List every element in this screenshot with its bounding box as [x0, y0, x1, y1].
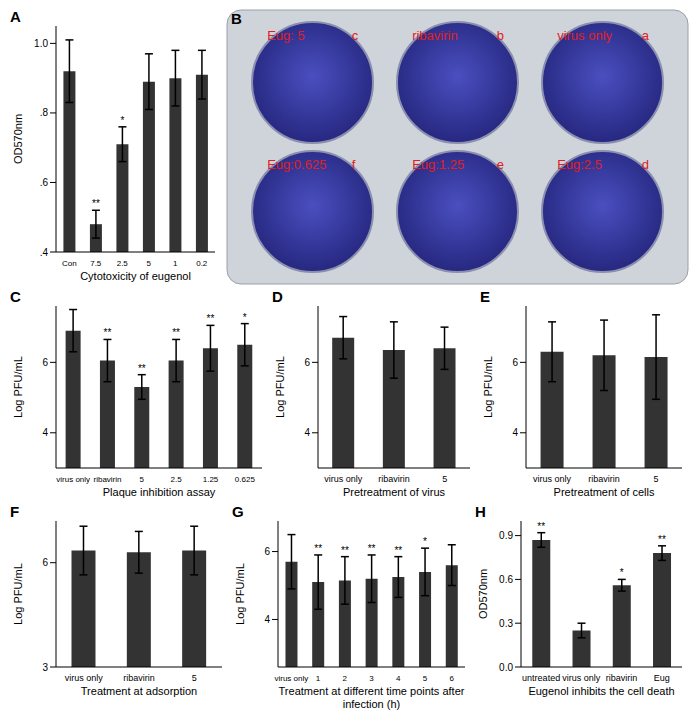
svg-text:5: 5: [653, 474, 658, 484]
svg-text:Log PFU/mL: Log PFU/mL: [482, 356, 494, 418]
svg-text:6: 6: [264, 546, 270, 557]
svg-text:**: **: [537, 521, 545, 532]
svg-text:6: 6: [42, 557, 48, 568]
svg-text:OD570nm: OD570nm: [477, 569, 489, 619]
svg-text:4: 4: [512, 427, 518, 438]
svg-text:c: c: [352, 28, 359, 43]
svg-text:3: 3: [42, 662, 48, 673]
svg-text:5: 5: [192, 673, 197, 683]
svg-text:virus only: virus only: [65, 673, 104, 683]
svg-text:Eug:2.5: Eug:2.5: [557, 157, 602, 172]
html-text:Cytotoxicity of eugenol: Cytotoxicity of eugenol: [80, 270, 191, 282]
svg-text:5: 5: [442, 474, 447, 484]
svg-text:0.625: 0.625: [235, 475, 256, 484]
svg-text:7.5: 7.5: [90, 259, 102, 268]
svg-text:**: **: [368, 543, 376, 554]
svg-text:virus only: virus only: [533, 474, 572, 484]
svg-text:virus only: virus only: [562, 673, 601, 683]
svg-text:ribavirin: ribavirin: [606, 673, 638, 683]
svg-text:**: **: [207, 313, 215, 324]
svg-text:3: 3: [369, 674, 374, 683]
svg-text:0.3: 0.3: [499, 618, 513, 629]
svg-text:b: b: [497, 28, 504, 43]
svg-text:1.25: 1.25: [203, 475, 219, 484]
svg-text:ribavirin: ribavirin: [93, 475, 121, 484]
svg-text:**: **: [92, 198, 100, 209]
svg-text:2.5: 2.5: [117, 259, 129, 268]
svg-text:OD570nm: OD570nm: [12, 114, 24, 164]
svg-text:2: 2: [343, 674, 348, 683]
svg-text:virus only: virus only: [557, 28, 612, 43]
html-text:G: G: [232, 503, 244, 520]
svg-text:5: 5: [140, 475, 145, 484]
svg-text:**: **: [394, 545, 402, 556]
html-text:Treatment at different time po: Treatment at different time points after…: [278, 685, 465, 710]
html-text:F: F: [10, 503, 20, 520]
svg-text:**: **: [138, 363, 146, 374]
svg-text:0.2: 0.2: [196, 259, 208, 268]
svg-text:ribavirin: ribavirin: [588, 474, 620, 484]
svg-text:Eug: 5: Eug: 5: [267, 28, 305, 43]
svg-text:4: 4: [264, 614, 270, 625]
svg-text:6: 6: [42, 357, 48, 368]
svg-text:Log PFU/mL: Log PFU/mL: [12, 356, 24, 418]
svg-text:ribavirin: ribavirin: [378, 474, 410, 484]
svg-text:*: *: [243, 312, 247, 323]
html-text:Pretreatment of cells: Pretreatment of cells: [553, 486, 655, 498]
html-text:Plaque inhibition assay: Plaque inhibition assay: [102, 486, 216, 498]
svg-text:Log PFU/mL: Log PFU/mL: [274, 356, 286, 418]
svg-text:Log PFU/mL: Log PFU/mL: [12, 563, 24, 625]
svg-text:virus only: virus only: [274, 674, 308, 683]
svg-text:Log PFU/mL: Log PFU/mL: [234, 563, 246, 625]
svg-text:f: f: [352, 157, 356, 172]
svg-text:1.0: 1.0: [34, 38, 48, 49]
svg-text:0.9: 0.9: [499, 530, 513, 541]
svg-text:Eug: Eug: [654, 673, 670, 683]
svg-text:a: a: [642, 28, 650, 43]
svg-text:**: **: [314, 543, 322, 554]
svg-text:0.6: 0.6: [499, 574, 513, 585]
html-text:C: C: [10, 288, 21, 305]
svg-text:d: d: [642, 157, 649, 172]
svg-text:6: 6: [512, 357, 518, 368]
svg-text:e: e: [497, 157, 504, 172]
html-text:Pretreatment of virus: Pretreatment of virus: [343, 486, 445, 498]
svg-text:6: 6: [304, 357, 310, 368]
svg-text:4: 4: [42, 427, 48, 438]
html-text:B: B: [231, 10, 242, 27]
svg-text:6: 6: [449, 674, 454, 683]
html-text:D: D: [272, 288, 283, 305]
svg-text:0.0: 0.0: [499, 662, 513, 673]
html-text:E: E: [480, 288, 490, 305]
svg-text:**: **: [172, 327, 180, 338]
svg-text:4: 4: [304, 427, 310, 438]
svg-text:5: 5: [423, 674, 428, 683]
html-text:H: H: [475, 503, 486, 520]
svg-text:Eug:0.625: Eug:0.625: [267, 157, 326, 172]
html-text:A: A: [10, 8, 21, 25]
html-text:Treatment at adsorption: Treatment at adsorption: [80, 685, 198, 697]
svg-text:ribavirin: ribavirin: [412, 28, 458, 43]
svg-text:Eug:1.25: Eug:1.25: [412, 157, 464, 172]
html-text:Eugenol inhibits the cell deat: Eugenol inhibits the cell death: [528, 685, 675, 697]
svg-text:*: *: [120, 115, 124, 126]
svg-text:**: **: [341, 545, 349, 556]
svg-text:.6: .6: [40, 177, 49, 188]
svg-text:untreated: untreated: [522, 673, 560, 683]
svg-text:1: 1: [173, 259, 178, 268]
svg-text:.4: .4: [40, 247, 49, 258]
svg-text:virus only: virus only: [56, 475, 90, 484]
svg-text:4: 4: [396, 674, 401, 683]
svg-text:Con: Con: [62, 259, 77, 268]
svg-text:ribavirin: ribavirin: [123, 673, 155, 683]
svg-text:*: *: [423, 536, 427, 547]
svg-text:5: 5: [147, 259, 152, 268]
svg-text:1: 1: [316, 674, 321, 683]
svg-text:.8: .8: [40, 107, 49, 118]
svg-text:virus only: virus only: [324, 474, 363, 484]
svg-text:**: **: [658, 534, 666, 545]
svg-text:**: **: [104, 327, 112, 338]
svg-text:2.5: 2.5: [171, 475, 183, 484]
svg-text:*: *: [620, 567, 624, 578]
